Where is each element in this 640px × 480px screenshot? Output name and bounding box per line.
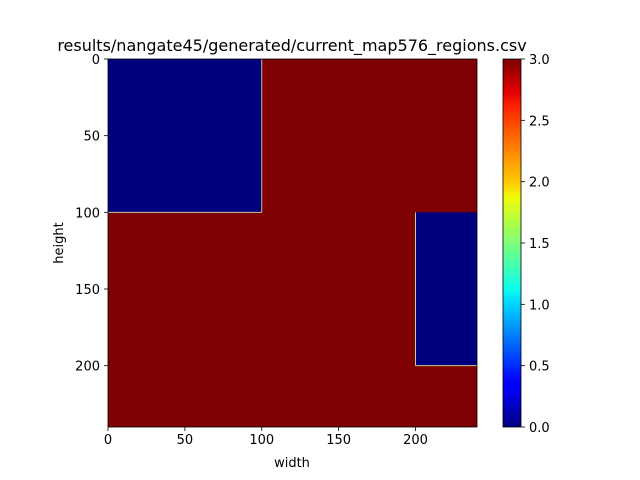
x-tick-label: 200 (403, 433, 428, 448)
y-tick-label: 100 (75, 206, 100, 221)
y-tick-label: 50 (83, 130, 100, 145)
colorbar-tick-label: 2.0 (529, 176, 550, 191)
x-tick-label: 100 (249, 433, 274, 448)
x-tick-label: 150 (326, 433, 351, 448)
x-axis: 0 50 100 150 200 (104, 427, 428, 448)
colorbar-tick-label: 1.0 (529, 298, 550, 313)
colorbar-gradient (502, 58, 522, 428)
x-tick-label: 50 (177, 433, 194, 448)
heatmap-region-1 (108, 59, 262, 213)
colorbar-ticks: 0.0 0.5 1.0 1.5 2.0 2.5 3.0 (521, 53, 550, 436)
x-axis-label: width (274, 456, 310, 471)
plot-area (107, 58, 478, 428)
y-tick-label: 150 (75, 283, 100, 298)
y-tick-label: 0 (92, 53, 100, 68)
y-axis: 0 50 100 150 200 (75, 53, 108, 375)
y-axis-label: height (52, 222, 67, 263)
colorbar: 0.0 0.5 1.0 1.5 2.0 2.5 3.0 (502, 53, 550, 436)
colorbar-tick-label: 1.5 (529, 237, 550, 252)
chart-title: results/nangate45/generated/current_map5… (57, 36, 526, 56)
x-tick-label: 0 (104, 433, 112, 448)
colorbar-tick-label: 2.5 (529, 114, 550, 129)
plot-frame (107, 58, 478, 428)
y-tick-label: 200 (75, 360, 100, 375)
colorbar-tick-label: 0.5 (529, 360, 550, 375)
colorbar-tick-label: 3.0 (529, 53, 550, 68)
heatmap-region-2 (415, 212, 477, 366)
colorbar-tick-label: 0.0 (529, 421, 550, 436)
